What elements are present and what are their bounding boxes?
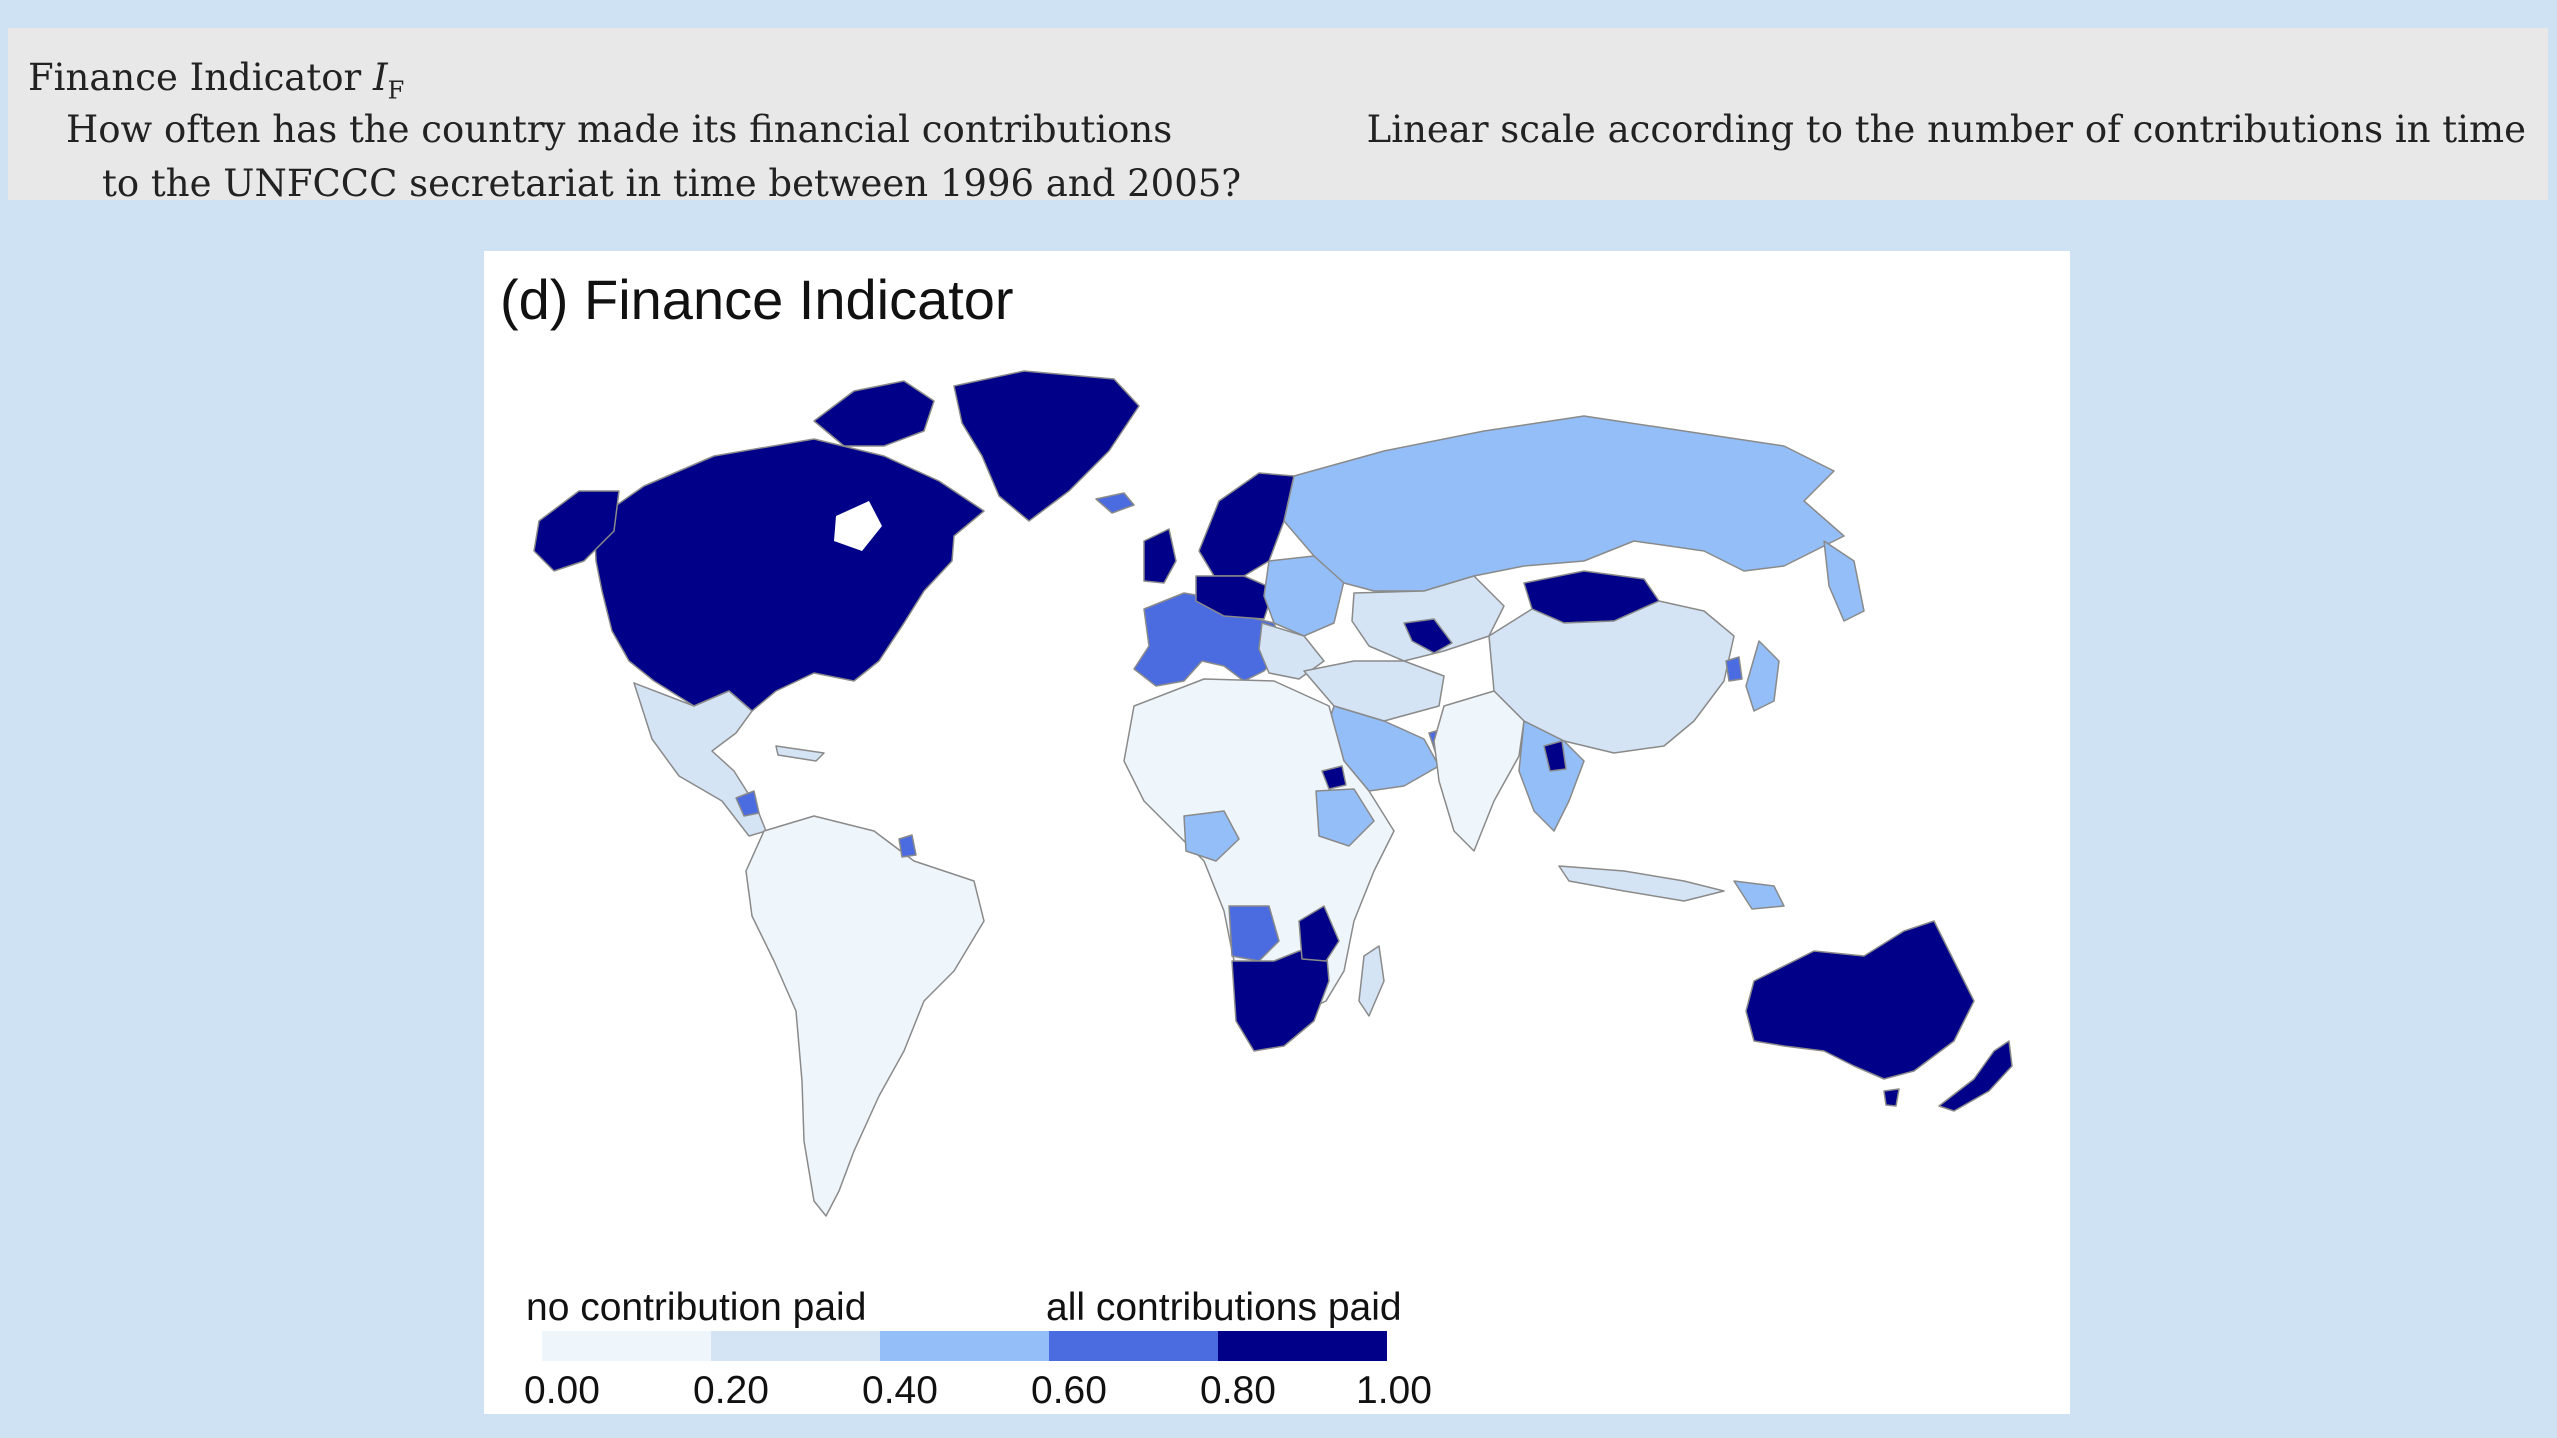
region-new-zealand	[1938, 1040, 2013, 1112]
region-alaska	[533, 490, 620, 572]
indicator-subscript: F	[387, 76, 405, 105]
region-central-asia	[1351, 575, 1505, 662]
legend-low-label: no contribution paid	[526, 1286, 867, 1329]
region-guyana	[898, 834, 917, 858]
region-laos	[1543, 740, 1567, 772]
question-line-1: How often has the country made its finan…	[66, 108, 1173, 151]
region-uzbekistan	[1403, 618, 1453, 654]
region-central-europe	[1195, 575, 1275, 620]
legend-swatch-4	[1218, 1331, 1387, 1361]
region-balkans	[1258, 622, 1325, 680]
map-figure: (d) Finance Indicator	[484, 251, 2070, 1414]
region-nigeria	[1183, 810, 1240, 862]
region-north-america	[593, 438, 985, 712]
figure-title: (d) Finance Indicator	[500, 268, 1014, 331]
legend-tick-1: 0.20	[693, 1369, 769, 1412]
region-iceland	[1095, 492, 1135, 514]
legend-color-bar	[542, 1331, 1387, 1361]
region-madagascar	[1358, 945, 1385, 1017]
region-india	[1433, 690, 1525, 852]
region-greenland	[953, 370, 1140, 522]
legend-tick-2: 0.40	[862, 1369, 938, 1412]
world-map	[533, 370, 2013, 1217]
region-ethiopia	[1315, 788, 1375, 847]
question-line-2: to the UNFCCC secretariat in time betwee…	[102, 162, 1242, 205]
region-eritrea	[1321, 765, 1347, 790]
legend-tick-0: 0.00	[524, 1369, 600, 1412]
region-southern-africa	[1231, 945, 1330, 1052]
region-indonesia	[1558, 865, 1725, 902]
region-australia	[1745, 920, 1975, 1080]
legend-swatch-0	[542, 1331, 711, 1361]
indicator-header: Finance Indicator IF How often has the c…	[8, 28, 2548, 205]
indicator-title: Finance Indicator IF	[28, 56, 405, 105]
legend-tick-5: 1.00	[1356, 1369, 1432, 1412]
region-angola	[1228, 905, 1280, 962]
legend-swatch-1	[711, 1331, 880, 1361]
region-japan	[1745, 640, 1780, 712]
region-southeast-asia	[1518, 720, 1585, 832]
region-tasmania	[1883, 1088, 1900, 1107]
region-nicaragua	[735, 790, 760, 817]
scale-description: Linear scale according to the number of …	[1366, 108, 2526, 151]
region-hudson-bay	[834, 501, 882, 551]
region-south-america	[745, 815, 985, 1217]
region-arctic-islands	[813, 380, 935, 447]
region-central-america	[633, 682, 767, 837]
indicator-symbol: I	[372, 56, 388, 99]
legend-swatch-3	[1049, 1331, 1218, 1361]
legend-high-label: all contributions paid	[1046, 1286, 1402, 1329]
region-mozambique	[1298, 905, 1340, 962]
region-uk	[1143, 528, 1177, 584]
region-png	[1733, 880, 1785, 910]
legend-tick-4: 0.80	[1200, 1369, 1276, 1412]
legend-tick-3: 0.60	[1031, 1369, 1107, 1412]
region-kamchatka	[1823, 540, 1865, 622]
region-korea	[1725, 656, 1743, 682]
region-caribbean	[775, 745, 825, 762]
legend-swatch-2	[880, 1331, 1049, 1361]
region-russia	[1283, 415, 1845, 592]
